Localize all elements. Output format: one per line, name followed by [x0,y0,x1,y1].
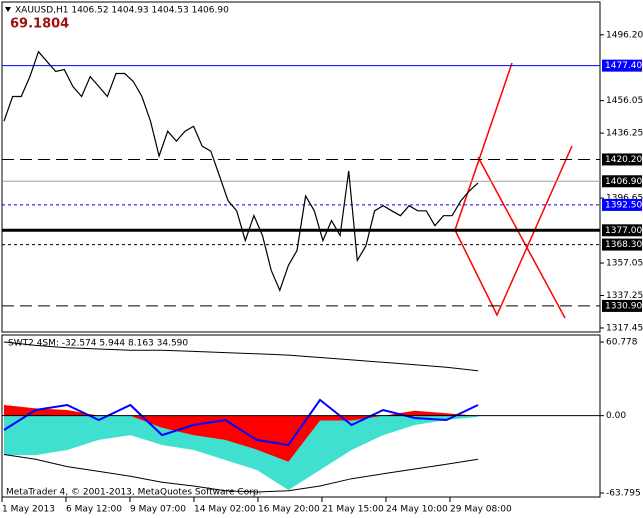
price-label: 1392.50 [605,200,642,210]
footer: MetaTrader 4, © 2001-2013, MetaQuotes So… [6,488,262,498]
y-tick-label: 0.00 [606,411,626,421]
indicator-value: 69.1804 [10,17,69,32]
indicator-area [4,415,478,490]
price-label-box [602,59,642,72]
x-tick-label: 9 May 07:00 [130,505,186,515]
price-label: 1477.40 [605,61,642,71]
y-tick-label: 1496.20 [606,30,643,40]
price-label: 1420.20 [605,155,642,165]
y-tick-label: 1337.25 [606,291,643,301]
symbol-info: XAUUSD,H1 1406.52 1404.93 1404.53 1406.9… [15,6,229,16]
y-tick-label: 1357.05 [606,259,643,269]
price-label-box [602,238,642,251]
price-label-box [602,224,642,237]
x-tick-label: 29 May 08:00 [450,505,512,515]
x-tick-label: 16 May 20:00 [258,505,320,515]
x-tick-label: 24 May 10:00 [386,505,448,515]
y-tick-label: 1396.65 [606,194,643,204]
x-tick-label: 21 May 15:00 [322,505,384,515]
trend-line [454,145,573,317]
price-label-box [602,198,642,211]
indicator-title: SWT2 4SM: -32.574 5.944 8.163 34.590 [8,339,188,349]
price-label-box [602,299,642,312]
indicator-line [3,341,479,372]
price-label-box [602,175,642,188]
indicator-line [3,398,479,447]
indicator-line [3,454,479,493]
x-tick-label: 1 May 2013 [2,505,55,515]
x-tick-label: 6 May 12:00 [66,505,122,515]
trend-line [454,62,513,231]
indicator-area [4,405,478,462]
price-pane [1,1,601,333]
x-tick-label: 14 May 02:00 [194,505,256,515]
y-tick-label: 60.778 [606,337,638,347]
trend-line [477,156,566,319]
y-tick-label: 1436.25 [606,129,643,139]
price-label: 1377.00 [605,226,642,236]
price-label: 1368.30 [605,240,642,250]
dropdown-icon[interactable] [5,7,11,12]
drawn-lines [454,62,573,319]
y-tick-label: 1456.05 [606,96,643,106]
y-tick-label: -63.795 [606,488,641,498]
price-label: 1406.90 [605,177,642,187]
price-label: 1330.90 [605,301,642,311]
price-label-box [602,153,642,166]
price-line [3,50,479,292]
y-tick-label: 1317.45 [606,323,643,333]
